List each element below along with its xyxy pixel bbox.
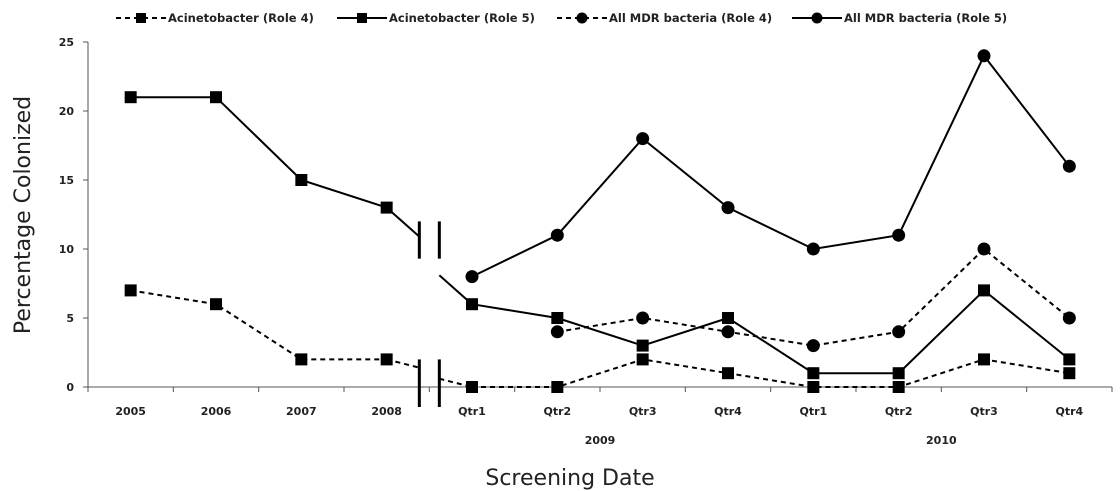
x-tick-label: 2005 (115, 405, 146, 418)
y-tick-label: 15 (59, 174, 74, 187)
legend-marker (811, 12, 823, 24)
series-line (386, 358, 420, 369)
y-tick-label: 20 (59, 105, 75, 118)
series-line (471, 53, 1071, 278)
data-point (1063, 353, 1076, 366)
series-2 (550, 242, 1076, 353)
data-point (722, 367, 734, 380)
data-point (1062, 159, 1076, 173)
data-point (636, 132, 650, 146)
data-point (892, 228, 906, 242)
year-group-label: 2010 (926, 434, 957, 447)
year-group-label: 2009 (585, 434, 616, 447)
legend-label: All MDR bacteria (Role 4) (609, 11, 772, 25)
data-point (295, 353, 308, 366)
data-point (892, 325, 906, 339)
data-point (978, 353, 990, 366)
data-point (977, 242, 991, 256)
series-3 (465, 49, 1076, 284)
y-axis: 0 5 10 15 20 25 (59, 36, 89, 394)
series-line (472, 358, 1070, 388)
legend-label: All MDR bacteria (Role 5) (844, 11, 1007, 25)
x-axis-title: Screening Date (485, 466, 654, 491)
y-tick-label: 5 (66, 312, 74, 325)
data-point (380, 201, 393, 214)
data-point (892, 381, 905, 393)
series-line (130, 289, 387, 361)
data-point (550, 228, 564, 242)
data-point (722, 312, 734, 324)
data-point (210, 298, 222, 311)
x-tick-label: Qtr4 (714, 405, 742, 418)
series-0 (124, 284, 1076, 393)
x-tick-label: 2007 (286, 405, 317, 418)
data-point (466, 298, 478, 311)
data-point (721, 201, 735, 215)
y-tick-label: 10 (59, 243, 75, 256)
data-point (977, 49, 991, 63)
data-point (636, 353, 649, 366)
data-point (550, 325, 564, 339)
x-tick-label: Qtr3 (970, 405, 998, 418)
y-tick-label: 25 (59, 36, 74, 49)
data-point (978, 284, 990, 297)
data-point (295, 174, 308, 186)
data-point (210, 91, 222, 104)
series-layer (124, 49, 1076, 393)
x-axis: 2005 2006 2007 2008 Qtr1 Qtr2 Qtr3 Qtr4 Qtr1 Qtr2… (87, 386, 1113, 447)
legend-label: Acinetobacter (Role 5) (389, 11, 535, 25)
data-point (807, 367, 820, 380)
data-point (806, 242, 820, 256)
x-tick-label: Qtr1 (799, 405, 827, 418)
series-line (130, 96, 387, 209)
x-tick-label: Qtr1 (458, 405, 486, 418)
x-tick-label: 2008 (371, 405, 402, 418)
x-tick-label: Qtr2 (885, 405, 913, 418)
legend: Acinetobacter (Role 4) Acinetobacter (Rol… (116, 11, 1007, 25)
data-point (380, 353, 393, 366)
data-point (466, 381, 478, 393)
data-point (807, 381, 820, 393)
legend-label: Acinetobacter (Role 4) (168, 11, 314, 25)
y-tick-label: 0 (66, 381, 74, 394)
series-line (471, 289, 1070, 375)
data-point (1062, 311, 1076, 325)
data-point (892, 367, 905, 380)
legend-marker (136, 13, 146, 23)
data-point (806, 339, 820, 353)
x-tick-label: Qtr2 (543, 405, 571, 418)
data-point (1063, 367, 1076, 380)
data-point (551, 312, 564, 324)
axis-break-marker (417, 221, 441, 407)
legend-marker (357, 13, 367, 23)
data-point (636, 311, 650, 325)
x-tick-label: Qtr3 (629, 405, 657, 418)
data-point (465, 270, 479, 284)
data-point (124, 91, 137, 104)
series-1 (124, 91, 1076, 380)
y-axis-title: Percentage Colonized (11, 96, 36, 334)
data-point (636, 339, 649, 352)
data-point (124, 284, 137, 297)
data-point (721, 325, 735, 339)
x-tick-label: Qtr4 (1055, 405, 1083, 418)
legend-marker (576, 12, 588, 24)
data-point (551, 381, 564, 393)
x-tick-label: 2006 (201, 405, 232, 418)
